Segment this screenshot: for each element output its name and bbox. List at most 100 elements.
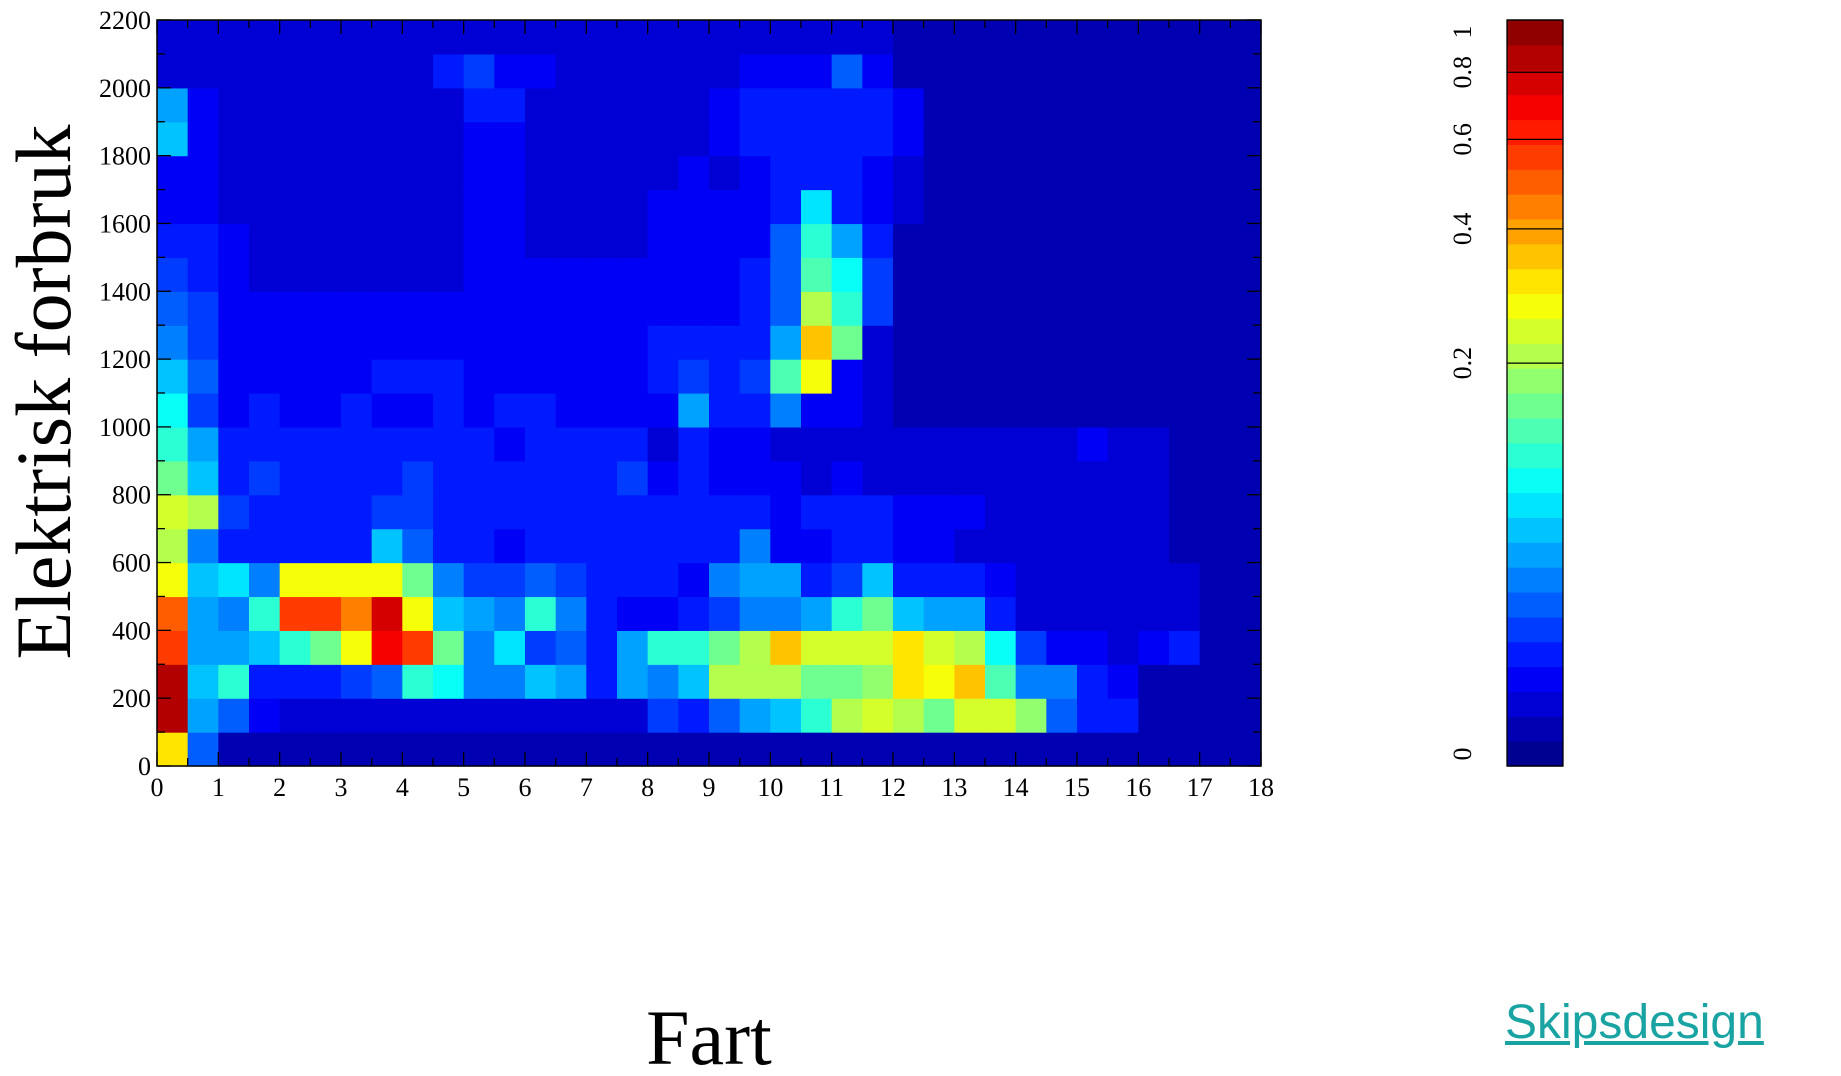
heatmap-cell [893, 20, 925, 55]
heatmap-cell [402, 426, 434, 462]
heatmap-cell [1230, 291, 1262, 326]
heatmap-cell [586, 393, 618, 428]
heatmap-cell [617, 630, 649, 665]
heatmap-cell [954, 20, 986, 55]
heatmap-cell [678, 698, 710, 733]
heatmap-cell [249, 257, 281, 292]
heatmap-cell [1077, 155, 1109, 191]
heatmap-cell [1046, 155, 1078, 191]
heatmap-cell [617, 596, 649, 631]
heatmap-cell [525, 121, 557, 157]
heatmap-cell [954, 664, 986, 699]
heatmap-cell [157, 155, 189, 191]
heatmap-cell [525, 223, 557, 258]
heatmap-cell [1230, 664, 1262, 699]
heatmap-cell [1015, 494, 1047, 530]
y-tick-label: 2200 [99, 6, 151, 35]
heatmap-cell [157, 53, 189, 89]
heatmap-cell [647, 528, 679, 564]
heatmap-cell [739, 189, 771, 225]
heatmap-cell [218, 596, 250, 631]
heatmap-cell [433, 528, 465, 564]
heatmap-cell [586, 359, 618, 394]
heatmap-cell [310, 155, 342, 191]
x-tick-label: 0 [151, 773, 164, 802]
heatmap-cell [525, 664, 557, 699]
heatmap-cell [279, 257, 311, 292]
heatmap-cell [801, 223, 833, 258]
heatmap-cell [678, 494, 710, 530]
heatmap-cell [555, 528, 587, 564]
heatmap-cell [954, 426, 986, 462]
heatmap-cell [402, 630, 434, 665]
heatmap-cell [341, 87, 373, 123]
heatmap-cell [617, 393, 649, 428]
colorbar [1506, 19, 1564, 767]
heatmap-cell [187, 732, 219, 767]
heatmap-cell [157, 393, 189, 428]
heatmap-cell [463, 359, 495, 394]
colorbar-tick-label: 0.8 [1448, 56, 1477, 89]
heatmap-cell [831, 630, 863, 665]
heatmap-cell [1077, 257, 1109, 292]
heatmap-cell [525, 359, 557, 394]
heatmap-cell [463, 596, 495, 631]
heatmap-cell [862, 121, 894, 157]
heatmap-cell [586, 460, 618, 496]
heatmap-cell [371, 87, 403, 123]
heatmap-cell [371, 291, 403, 326]
heatmap-cell [341, 291, 373, 326]
heatmap-cell [647, 87, 679, 123]
heatmap-cell [862, 596, 894, 631]
skipsdesign-link[interactable]: Skipsdesign [1505, 996, 1764, 1049]
heatmap-cell [617, 359, 649, 394]
heatmap-cell [157, 325, 189, 360]
heatmap-cell [310, 53, 342, 89]
heatmap-cell [770, 20, 802, 55]
heatmap-cell [678, 528, 710, 564]
heatmap-cell [402, 223, 434, 258]
heatmap-cell [555, 698, 587, 733]
heatmap-cell [279, 426, 311, 462]
heatmap-cell [647, 562, 679, 598]
heatmap-cell [1107, 359, 1139, 394]
heatmap-cell [1077, 291, 1109, 326]
heatmap-cell [494, 359, 526, 394]
heatmap-cell [893, 630, 925, 665]
heatmap-cell [279, 393, 311, 428]
y-tick-label: 1600 [99, 209, 151, 238]
heatmap-cell [678, 596, 710, 631]
heatmap-cell [157, 20, 189, 55]
heatmap-cell [463, 291, 495, 326]
heatmap-cell [801, 664, 833, 699]
heatmap-cell [1199, 359, 1231, 394]
heatmap-cell [1199, 87, 1231, 123]
heatmap-cell [1169, 664, 1201, 699]
heatmap-cell [341, 630, 373, 665]
y-tick-label: 400 [112, 616, 151, 645]
heatmap-cell [1230, 528, 1262, 564]
heatmap-cell [678, 53, 710, 89]
heatmap-cell [954, 325, 986, 360]
heatmap-cell [770, 155, 802, 191]
heatmap-cell [954, 596, 986, 631]
heatmap-cell [187, 155, 219, 191]
heatmap-cell [801, 257, 833, 292]
heatmap-cell [279, 664, 311, 699]
heatmap-cell [831, 460, 863, 496]
colorbar-step [1507, 741, 1563, 767]
heatmap-cell [1138, 189, 1170, 225]
heatmap-cell [494, 20, 526, 55]
colorbar-step [1507, 393, 1563, 419]
heatmap-cell [1015, 325, 1047, 360]
heatmap-cell [1169, 562, 1201, 598]
heatmap-cell [709, 698, 741, 733]
heatmap-cell [555, 426, 587, 462]
heatmap-cell [463, 528, 495, 564]
heatmap-cell [1046, 325, 1078, 360]
heatmap-cell [279, 291, 311, 326]
heatmap-cell [1077, 359, 1109, 394]
heatmap-cell [1107, 596, 1139, 631]
heatmap-cell [463, 732, 495, 767]
heatmap-cell [402, 562, 434, 598]
